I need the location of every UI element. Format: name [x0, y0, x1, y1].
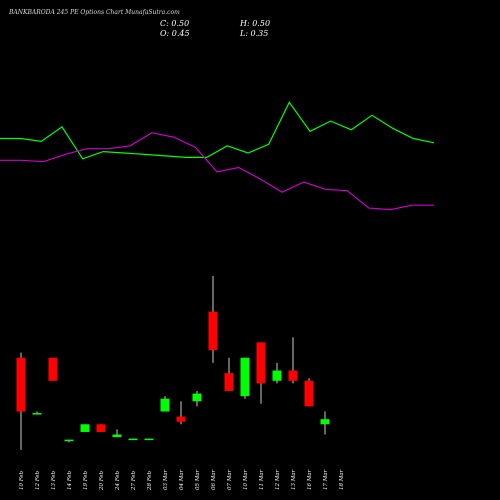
date-tick-label: 12 Feb [35, 470, 41, 490]
close-label: C: 0.50 [160, 19, 190, 28]
date-tick-label: 07 Mar [227, 469, 233, 490]
date-tick-label: 27 Feb [131, 470, 137, 491]
candle-body [304, 380, 314, 407]
candle-body [48, 357, 58, 381]
candle-body [80, 424, 90, 432]
candle-body [240, 357, 250, 397]
date-tick-label: 18 Mar [339, 469, 345, 490]
candle-body [320, 419, 330, 425]
candle-body [256, 342, 266, 384]
date-tick-label: 11 Mar [259, 469, 265, 490]
date-tick-label: 10 Feb [19, 470, 25, 490]
candle-body [112, 434, 122, 438]
date-tick-label: 12 Mar [275, 469, 281, 490]
candle-body [288, 370, 298, 381]
date-tick-label: 04 Mar [179, 469, 185, 490]
date-tick-label: 28 Feb [147, 470, 153, 491]
date-tick-label: 16 Mar [307, 469, 313, 490]
candle-body [176, 416, 186, 422]
date-tick-label: 17 Mar [323, 469, 329, 490]
date-tick-label: 19 Feb [83, 470, 89, 490]
candle-body [16, 357, 26, 412]
date-tick-label: 20 Feb [99, 470, 105, 491]
date-tick-label: 03 Mar [163, 469, 169, 490]
indicator-line-2 [0, 132, 434, 211]
candle-body [224, 373, 234, 392]
candle-body [144, 438, 154, 441]
candle-body [32, 413, 42, 415]
candle-body [128, 438, 138, 441]
candle-body [272, 370, 282, 381]
low-label: L: 0.35 [240, 29, 269, 38]
date-tick-label: 06 Mar [211, 469, 217, 490]
candle-body [208, 311, 218, 351]
candle-body [160, 398, 170, 412]
indicator-line-1 [0, 101, 435, 160]
date-tick-label: 13 Feb [51, 470, 57, 490]
high-label: H: 0.50 [240, 19, 271, 28]
candle-body [64, 439, 74, 442]
candle-body [192, 393, 202, 402]
date-tick-label: 13 Mar [291, 469, 297, 490]
date-tick-label: 24 Feb [115, 470, 121, 491]
date-tick-label: 05 Mar [195, 469, 201, 490]
date-tick-label: 14 Feb [67, 470, 73, 490]
chart-title: BANKBARODA 245 PE Options Chart MunafaSu… [9, 9, 180, 16]
open-label: O: 0.45 [160, 29, 190, 38]
candle-body [96, 424, 106, 432]
date-tick-label: 10 Mar [243, 469, 249, 490]
